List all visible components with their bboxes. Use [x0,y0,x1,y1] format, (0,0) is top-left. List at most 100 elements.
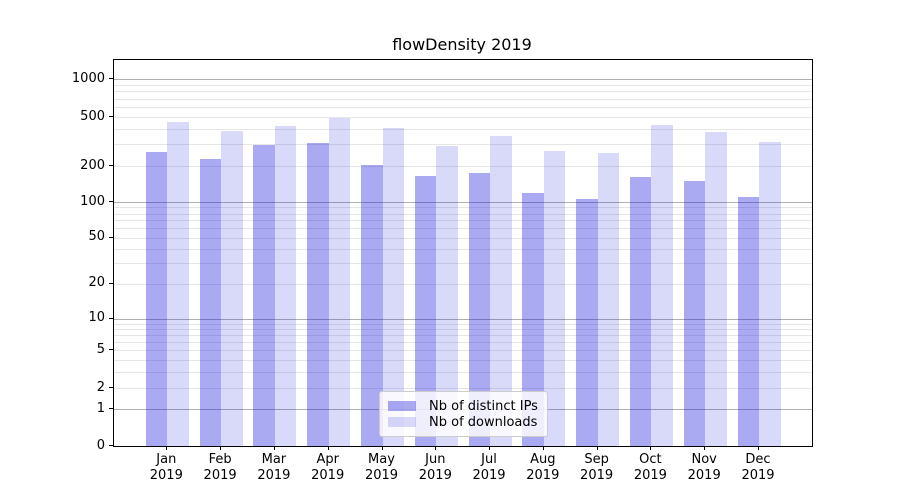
y-tick-label: 20 [88,275,105,291]
bar-distinct-ips-sep [576,198,598,446]
y-tick [109,282,113,284]
legend-label-downloads: Nb of downloads [429,414,538,430]
y-tick [109,165,113,166]
minor-gridline [114,388,812,390]
bar-distinct-ips-nov [683,180,706,446]
bar-downloads-sep [597,153,620,446]
bar-downloads-dec [759,141,781,446]
bar-distinct-ips-apr [307,143,329,446]
chart-title: flowDensity 2019 [392,35,532,54]
bar-distinct-ips-jul [468,172,490,446]
minor-gridline [114,248,812,250]
minor-gridline [114,350,812,352]
legend: Nb of distinct IPs Nb of downloads [379,391,548,437]
legend-label-distinct-ips: Nb of distinct IPs [429,398,538,414]
bar-downloads-nov [705,132,727,446]
x-tick [596,446,598,450]
y-tick [109,445,113,446]
x-tick [704,446,706,450]
legend-swatch-downloads [388,417,416,427]
plot-area [113,59,813,447]
minor-gridline [114,107,812,109]
legend-swatch-distinct-ips [388,401,416,411]
y-tick-label: 50 [88,229,105,245]
x-tick [381,446,383,450]
bar-downloads-mar [274,125,297,446]
major-gridline [114,318,812,320]
x-tick-label: Sep 2019 [580,452,614,483]
y-tick [109,408,113,410]
x-tick [542,446,544,450]
legend-row-downloads: Nb of downloads [388,414,538,430]
y-tick-label: 5 [96,341,105,357]
minor-gridline [114,220,812,222]
x-tick-label: Jun 2019 [418,452,452,483]
minor-gridline [114,213,812,215]
x-tick-label: Mar 2019 [257,452,291,483]
minor-gridline [114,166,812,167]
x-tick [489,446,490,450]
bar-distinct-ips-dec [737,196,759,446]
minor-gridline [114,328,812,330]
x-tick [273,446,275,450]
x-tick-label: Feb 2019 [203,452,237,483]
major-gridline [114,79,812,81]
bar-downloads-oct [651,124,673,446]
x-tick [220,446,222,450]
y-tick-label: 100 [80,193,105,209]
bar-downloads-may [382,127,404,446]
y-tick [109,201,113,202]
x-tick [166,446,168,450]
y-tick [109,317,113,319]
minor-gridline [114,228,812,230]
bar-distinct-ips-mar [253,145,275,446]
minor-gridline [114,263,812,265]
y-tick-label: 10 [88,310,105,326]
y-tick [109,387,113,389]
y-tick [109,349,113,351]
minor-gridline [114,98,812,100]
y-tick-label: 1 [96,400,105,416]
minor-gridline [114,207,812,209]
major-gridline [114,202,812,203]
bar-downloads-jun [436,146,458,446]
minor-gridline [114,323,812,325]
bar-distinct-ips-jan [145,152,168,446]
y-tick-label: 1000 [71,70,105,86]
bar-downloads-jul [490,136,512,446]
bar-distinct-ips-aug [522,192,544,446]
bar-distinct-ips-jun [414,176,437,446]
bar-downloads-aug [543,151,566,446]
x-tick [650,446,652,450]
minor-gridline [114,85,812,86]
bar-downloads-apr [328,118,351,446]
legend-row-distinct-ips: Nb of distinct IPs [388,398,538,414]
y-tick-label: 200 [80,157,105,173]
minor-gridline [114,359,812,361]
y-tick [109,78,113,80]
x-tick-label: Jan 2019 [149,452,183,483]
y-tick [109,116,113,117]
x-tick-label: Apr 2019 [311,452,345,483]
x-tick [435,446,437,450]
minor-gridline [114,342,812,343]
minor-gridline [114,371,812,373]
minor-gridline [114,283,812,285]
bar-distinct-ips-oct [629,176,652,446]
x-tick-label: Nov 2019 [687,452,721,483]
x-tick-label: Dec 2019 [741,452,775,483]
minor-gridline [114,91,812,93]
y-tick-label: 0 [96,437,105,453]
y-tick-label: 2 [96,379,105,395]
x-tick-label: Jul 2019 [472,452,506,483]
y-tick [109,236,113,238]
bar-downloads-jan [167,122,189,446]
x-tick-label: Oct 2019 [633,452,667,483]
bar-downloads-feb [221,131,243,446]
minor-gridline [114,237,812,239]
minor-gridline [114,144,812,146]
minor-gridline [114,128,812,130]
y-tick-label: 500 [80,108,105,124]
x-tick [327,446,329,450]
